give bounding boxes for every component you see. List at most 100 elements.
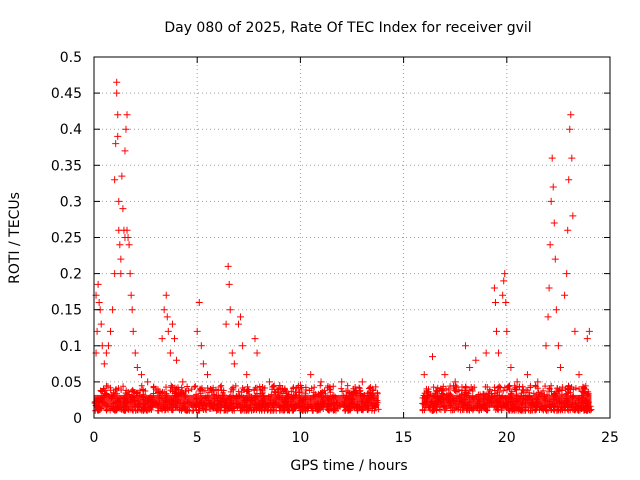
- data-point: [500, 277, 508, 285]
- data-point: [253, 349, 261, 357]
- data-point: [462, 342, 470, 350]
- data-point: [546, 241, 554, 249]
- data-point: [556, 363, 564, 371]
- data-point: [114, 111, 122, 119]
- baseline-point: [483, 407, 490, 414]
- baseline-point: [120, 383, 127, 390]
- data-point: [152, 385, 160, 393]
- data-point: [547, 197, 555, 205]
- baseline-point: [542, 383, 549, 390]
- baseline-point: [161, 407, 168, 414]
- x-axis-label: GPS time / hours: [290, 458, 407, 474]
- data-point: [569, 212, 577, 220]
- baseline-point: [374, 389, 381, 396]
- data-point: [109, 306, 117, 314]
- data-point: [195, 298, 203, 306]
- data-point: [296, 382, 304, 390]
- data-point: [237, 313, 245, 321]
- baseline-point: [555, 388, 562, 395]
- baseline-point: [97, 387, 104, 394]
- data-point: [502, 298, 510, 306]
- baseline-point: [506, 386, 513, 393]
- data-point: [158, 335, 166, 343]
- baseline-point: [557, 407, 564, 414]
- data-point: [119, 205, 127, 213]
- data-point: [133, 363, 141, 371]
- baseline-point: [217, 383, 224, 390]
- baseline-point: [167, 387, 174, 394]
- data-point: [226, 306, 234, 314]
- baseline-point: [511, 407, 518, 414]
- baseline-point: [253, 384, 260, 391]
- data-point: [499, 291, 507, 299]
- baseline-point: [434, 384, 441, 391]
- data-point: [276, 382, 284, 390]
- data-point: [549, 183, 557, 191]
- y-tick-label: 0.45: [51, 86, 82, 102]
- baseline-point: [546, 385, 553, 392]
- data-point: [112, 140, 120, 148]
- data-point: [179, 378, 187, 386]
- baseline-point: [269, 384, 276, 391]
- data-point: [566, 125, 574, 133]
- data-point: [472, 356, 480, 364]
- data-point: [491, 298, 499, 306]
- baseline-point: [128, 387, 135, 394]
- data-point: [428, 353, 436, 361]
- baseline-point: [566, 385, 573, 392]
- data-point: [204, 371, 212, 379]
- baseline-point: [484, 383, 491, 390]
- data-point: [513, 378, 521, 386]
- baseline-point: [123, 387, 130, 394]
- data-point: [554, 342, 562, 350]
- data-point: [197, 342, 205, 350]
- data-point: [124, 234, 132, 241]
- data-point: [545, 284, 553, 292]
- data-point: [490, 284, 498, 292]
- baseline-point: [113, 385, 120, 392]
- data-point: [482, 349, 490, 357]
- baseline-point: [445, 386, 452, 393]
- y-tick-label: 0.35: [51, 158, 82, 174]
- y-tick-label: 0.4: [60, 122, 82, 138]
- data-point: [125, 241, 133, 249]
- baseline-point: [345, 407, 352, 414]
- baseline-point: [500, 387, 507, 394]
- data-point: [93, 327, 101, 335]
- data-point: [137, 371, 145, 379]
- y-tick-label: 0: [73, 411, 82, 427]
- data-point: [552, 306, 560, 314]
- data-point: [501, 270, 509, 278]
- baseline-point: [572, 385, 579, 392]
- baseline-point: [310, 389, 317, 396]
- y-tick-label: 0.05: [51, 375, 82, 391]
- baseline-point: [503, 386, 510, 393]
- data-point: [116, 241, 124, 249]
- data-point: [163, 313, 171, 321]
- data-point: [568, 154, 576, 162]
- baseline-point: [536, 406, 543, 413]
- data-point: [228, 349, 236, 357]
- data-point: [144, 378, 152, 386]
- y-tick-label: 0.15: [51, 303, 82, 319]
- baseline-point: [245, 407, 252, 414]
- baseline-point: [354, 389, 361, 396]
- data-point: [104, 342, 112, 350]
- data-point: [523, 371, 531, 379]
- data-point: [451, 378, 459, 386]
- baseline-point: [195, 407, 202, 414]
- baseline-point: [184, 383, 191, 390]
- data-point: [129, 327, 137, 335]
- baseline-point: [443, 385, 450, 392]
- baseline-point: [308, 385, 315, 392]
- baseline-point: [185, 387, 192, 394]
- data-point: [113, 89, 121, 97]
- baseline-point: [447, 407, 454, 414]
- data-point: [251, 335, 259, 343]
- baseline-point: [274, 386, 281, 393]
- baseline-point: [344, 382, 351, 389]
- data-point: [420, 371, 428, 379]
- data-point: [583, 335, 591, 343]
- data-point: [97, 320, 105, 328]
